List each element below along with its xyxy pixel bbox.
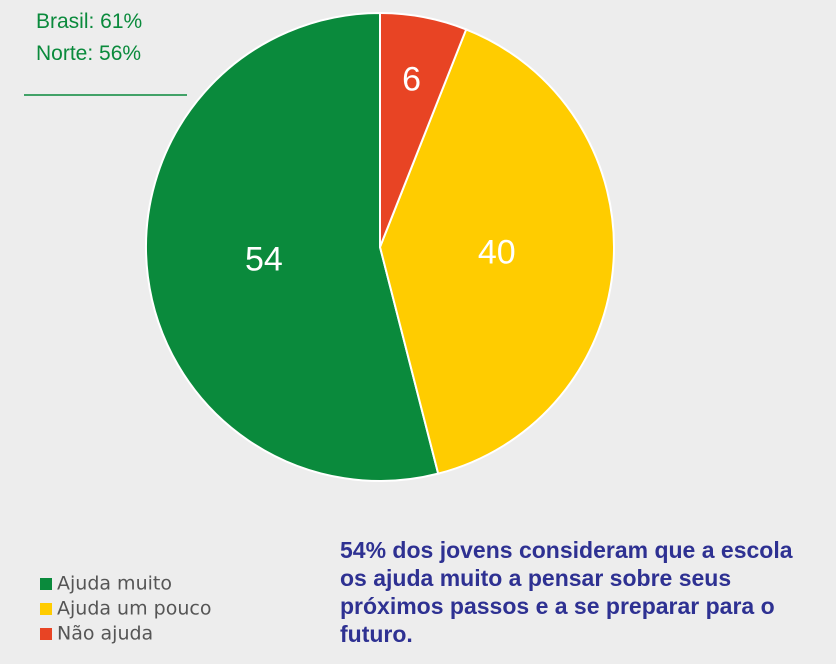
annotation: Brasil: 61%: [36, 10, 142, 33]
legend-label: Não ajuda: [57, 623, 153, 645]
annotation: Norte: 56%: [36, 42, 141, 65]
pie-slice: [378, 28, 615, 475]
legend-label: Ajuda muito: [57, 573, 172, 595]
value-label: 54: [245, 241, 283, 279]
caption: 54% dos jovens consideram que a escola o…: [340, 537, 793, 647]
legend-swatch: [40, 628, 52, 640]
legend-swatch: [40, 603, 52, 615]
legend-label: Ajuda um pouco: [57, 598, 211, 620]
pie-slice: [379, 11, 468, 248]
legend-swatch: [40, 578, 52, 590]
value-label: 40: [478, 233, 516, 271]
value-label: 6: [402, 60, 421, 98]
pie-slice: [145, 11, 440, 482]
